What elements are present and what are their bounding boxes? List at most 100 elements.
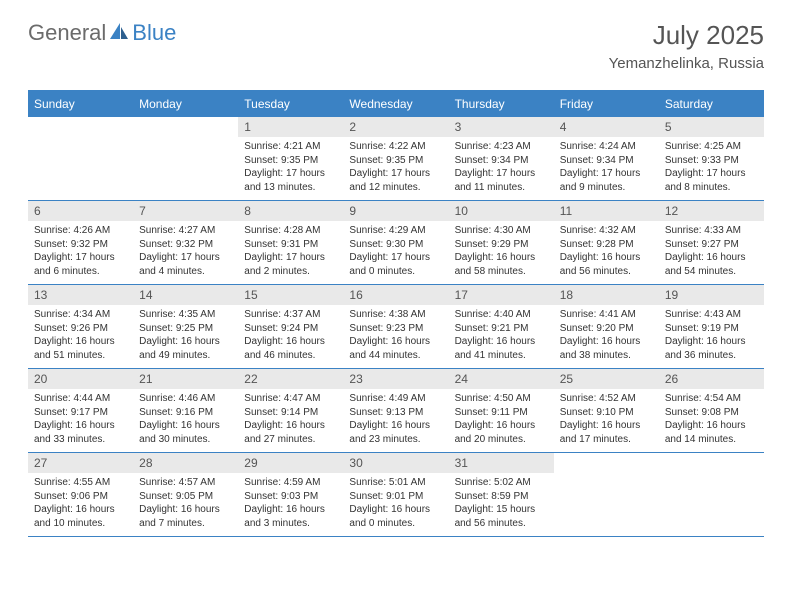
- day-number: 11: [554, 201, 659, 221]
- calendar-row: 13Sunrise: 4:34 AMSunset: 9:26 PMDayligh…: [28, 285, 764, 369]
- day-details: Sunrise: 4:28 AMSunset: 9:31 PMDaylight:…: [238, 221, 343, 284]
- day-number: 26: [659, 369, 764, 389]
- sail-icon: [108, 21, 130, 46]
- calendar-cell: 14Sunrise: 4:35 AMSunset: 9:25 PMDayligh…: [133, 285, 238, 369]
- day-details: Sunrise: 4:55 AMSunset: 9:06 PMDaylight:…: [28, 473, 133, 536]
- day-number: 2: [343, 117, 448, 137]
- weekday-tuesday: Tuesday: [238, 91, 343, 117]
- day-details: Sunrise: 4:25 AMSunset: 9:33 PMDaylight:…: [659, 137, 764, 200]
- calendar-cell: 11Sunrise: 4:32 AMSunset: 9:28 PMDayligh…: [554, 201, 659, 285]
- day-details: Sunrise: 4:44 AMSunset: 9:17 PMDaylight:…: [28, 389, 133, 452]
- weekday-thursday: Thursday: [449, 91, 554, 117]
- day-number: 25: [554, 369, 659, 389]
- day-details: Sunrise: 4:26 AMSunset: 9:32 PMDaylight:…: [28, 221, 133, 284]
- day-number: 6: [28, 201, 133, 221]
- calendar-cell: 3Sunrise: 4:23 AMSunset: 9:34 PMDaylight…: [449, 117, 554, 201]
- day-number: 18: [554, 285, 659, 305]
- day-details: Sunrise: 4:30 AMSunset: 9:29 PMDaylight:…: [449, 221, 554, 284]
- logo-text-blue: Blue: [132, 20, 176, 46]
- day-details: Sunrise: 4:50 AMSunset: 9:11 PMDaylight:…: [449, 389, 554, 452]
- day-number: 13: [28, 285, 133, 305]
- calendar-cell: 2Sunrise: 4:22 AMSunset: 9:35 PMDaylight…: [343, 117, 448, 201]
- day-details: Sunrise: 4:24 AMSunset: 9:34 PMDaylight:…: [554, 137, 659, 200]
- calendar-cell: [554, 453, 659, 537]
- logo: General Blue: [28, 20, 176, 46]
- day-details: Sunrise: 5:02 AMSunset: 8:59 PMDaylight:…: [449, 473, 554, 536]
- day-details: Sunrise: 4:38 AMSunset: 9:23 PMDaylight:…: [343, 305, 448, 368]
- calendar-cell: 9Sunrise: 4:29 AMSunset: 9:30 PMDaylight…: [343, 201, 448, 285]
- calendar-cell: 13Sunrise: 4:34 AMSunset: 9:26 PMDayligh…: [28, 285, 133, 369]
- weekday-header-row: Sunday Monday Tuesday Wednesday Thursday…: [28, 91, 764, 117]
- calendar-cell: 30Sunrise: 5:01 AMSunset: 9:01 PMDayligh…: [343, 453, 448, 537]
- day-details: Sunrise: 4:40 AMSunset: 9:21 PMDaylight:…: [449, 305, 554, 368]
- day-number: 31: [449, 453, 554, 473]
- day-details: Sunrise: 4:23 AMSunset: 9:34 PMDaylight:…: [449, 137, 554, 200]
- day-details: Sunrise: 5:01 AMSunset: 9:01 PMDaylight:…: [343, 473, 448, 536]
- day-details: Sunrise: 4:35 AMSunset: 9:25 PMDaylight:…: [133, 305, 238, 368]
- day-number: 16: [343, 285, 448, 305]
- calendar-cell: 12Sunrise: 4:33 AMSunset: 9:27 PMDayligh…: [659, 201, 764, 285]
- calendar-body: 1Sunrise: 4:21 AMSunset: 9:35 PMDaylight…: [28, 117, 764, 537]
- location: Yemanzhelinka, Russia: [609, 55, 764, 72]
- day-details: Sunrise: 4:33 AMSunset: 9:27 PMDaylight:…: [659, 221, 764, 284]
- weekday-wednesday: Wednesday: [343, 91, 448, 117]
- calendar-cell: 21Sunrise: 4:46 AMSunset: 9:16 PMDayligh…: [133, 369, 238, 453]
- weekday-sunday: Sunday: [28, 91, 133, 117]
- day-details: Sunrise: 4:54 AMSunset: 9:08 PMDaylight:…: [659, 389, 764, 452]
- day-number: 9: [343, 201, 448, 221]
- calendar-row: 1Sunrise: 4:21 AMSunset: 9:35 PMDaylight…: [28, 117, 764, 201]
- weekday-saturday: Saturday: [659, 91, 764, 117]
- calendar-cell: 29Sunrise: 4:59 AMSunset: 9:03 PMDayligh…: [238, 453, 343, 537]
- day-details: Sunrise: 4:21 AMSunset: 9:35 PMDaylight:…: [238, 137, 343, 200]
- calendar-cell: 18Sunrise: 4:41 AMSunset: 9:20 PMDayligh…: [554, 285, 659, 369]
- day-number: 7: [133, 201, 238, 221]
- day-number: 10: [449, 201, 554, 221]
- day-details: Sunrise: 4:46 AMSunset: 9:16 PMDaylight:…: [133, 389, 238, 452]
- day-number: 23: [343, 369, 448, 389]
- logo-text-general: General: [28, 20, 106, 46]
- calendar-cell: 6Sunrise: 4:26 AMSunset: 9:32 PMDaylight…: [28, 201, 133, 285]
- calendar-cell: 22Sunrise: 4:47 AMSunset: 9:14 PMDayligh…: [238, 369, 343, 453]
- day-number: 17: [449, 285, 554, 305]
- day-details: Sunrise: 4:29 AMSunset: 9:30 PMDaylight:…: [343, 221, 448, 284]
- day-number: 8: [238, 201, 343, 221]
- calendar-cell: 19Sunrise: 4:43 AMSunset: 9:19 PMDayligh…: [659, 285, 764, 369]
- calendar-row: 27Sunrise: 4:55 AMSunset: 9:06 PMDayligh…: [28, 453, 764, 537]
- calendar-cell: 24Sunrise: 4:50 AMSunset: 9:11 PMDayligh…: [449, 369, 554, 453]
- calendar-cell: 31Sunrise: 5:02 AMSunset: 8:59 PMDayligh…: [449, 453, 554, 537]
- day-number: 1: [238, 117, 343, 137]
- day-details: Sunrise: 4:37 AMSunset: 9:24 PMDaylight:…: [238, 305, 343, 368]
- calendar-cell: 5Sunrise: 4:25 AMSunset: 9:33 PMDaylight…: [659, 117, 764, 201]
- calendar-cell: 15Sunrise: 4:37 AMSunset: 9:24 PMDayligh…: [238, 285, 343, 369]
- calendar-cell: 4Sunrise: 4:24 AMSunset: 9:34 PMDaylight…: [554, 117, 659, 201]
- day-number: 12: [659, 201, 764, 221]
- day-details: Sunrise: 4:57 AMSunset: 9:05 PMDaylight:…: [133, 473, 238, 536]
- day-number: 20: [28, 369, 133, 389]
- day-details: Sunrise: 4:43 AMSunset: 9:19 PMDaylight:…: [659, 305, 764, 368]
- calendar-cell: 8Sunrise: 4:28 AMSunset: 9:31 PMDaylight…: [238, 201, 343, 285]
- header: General Blue July 2025 Yemanzhelinka, Ru…: [28, 20, 764, 72]
- day-details: Sunrise: 4:49 AMSunset: 9:13 PMDaylight:…: [343, 389, 448, 452]
- calendar-cell: 23Sunrise: 4:49 AMSunset: 9:13 PMDayligh…: [343, 369, 448, 453]
- day-number: 30: [343, 453, 448, 473]
- day-number: 14: [133, 285, 238, 305]
- day-number: 15: [238, 285, 343, 305]
- day-number: 22: [238, 369, 343, 389]
- day-number: 21: [133, 369, 238, 389]
- day-details: Sunrise: 4:22 AMSunset: 9:35 PMDaylight:…: [343, 137, 448, 200]
- calendar-cell: 26Sunrise: 4:54 AMSunset: 9:08 PMDayligh…: [659, 369, 764, 453]
- calendar-cell: 7Sunrise: 4:27 AMSunset: 9:32 PMDaylight…: [133, 201, 238, 285]
- calendar-cell: 1Sunrise: 4:21 AMSunset: 9:35 PMDaylight…: [238, 117, 343, 201]
- calendar-cell: [28, 117, 133, 201]
- title-block: July 2025 Yemanzhelinka, Russia: [609, 20, 764, 72]
- calendar-cell: 27Sunrise: 4:55 AMSunset: 9:06 PMDayligh…: [28, 453, 133, 537]
- calendar-cell: 28Sunrise: 4:57 AMSunset: 9:05 PMDayligh…: [133, 453, 238, 537]
- day-details: Sunrise: 4:47 AMSunset: 9:14 PMDaylight:…: [238, 389, 343, 452]
- day-details: Sunrise: 4:32 AMSunset: 9:28 PMDaylight:…: [554, 221, 659, 284]
- calendar-cell: 10Sunrise: 4:30 AMSunset: 9:29 PMDayligh…: [449, 201, 554, 285]
- calendar-cell: [659, 453, 764, 537]
- calendar-row: 20Sunrise: 4:44 AMSunset: 9:17 PMDayligh…: [28, 369, 764, 453]
- day-details: Sunrise: 4:41 AMSunset: 9:20 PMDaylight:…: [554, 305, 659, 368]
- day-details: Sunrise: 4:34 AMSunset: 9:26 PMDaylight:…: [28, 305, 133, 368]
- calendar-cell: 17Sunrise: 4:40 AMSunset: 9:21 PMDayligh…: [449, 285, 554, 369]
